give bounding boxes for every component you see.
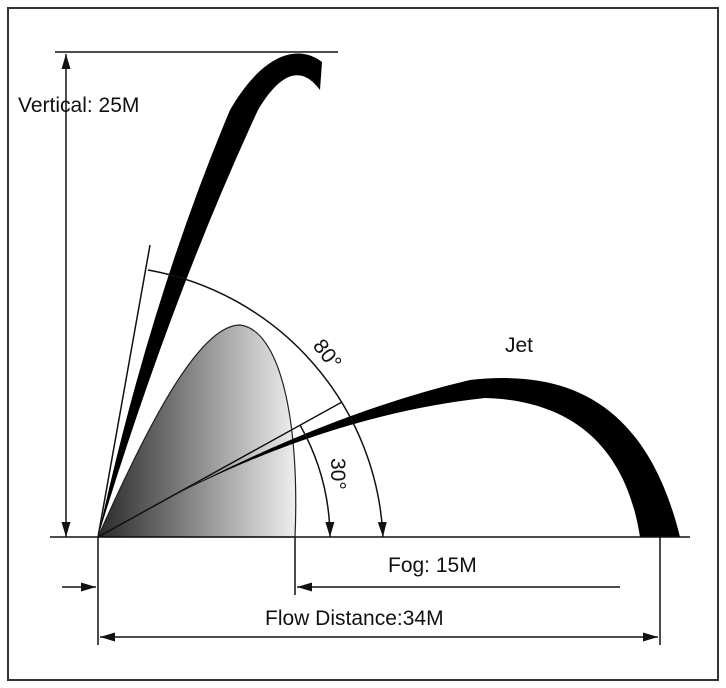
fog-label: Fog: 15M bbox=[388, 554, 477, 577]
angle-label: 80° bbox=[308, 335, 346, 374]
flow-distance-label: Flow Distance:34M bbox=[265, 607, 444, 630]
fog-spray bbox=[97, 324, 297, 538]
angle-line-80 bbox=[97, 244, 151, 538]
angle-line-30 bbox=[97, 401, 343, 538]
arc-30 bbox=[299, 424, 335, 538]
angle-label: 30° bbox=[326, 458, 349, 490]
jet-label: Jet bbox=[505, 334, 533, 357]
horizontal-jet bbox=[98, 378, 680, 537]
frame bbox=[7, 7, 719, 681]
arc-80 bbox=[147, 269, 387, 538]
vertical-label: Vertical: 25M bbox=[18, 94, 139, 117]
